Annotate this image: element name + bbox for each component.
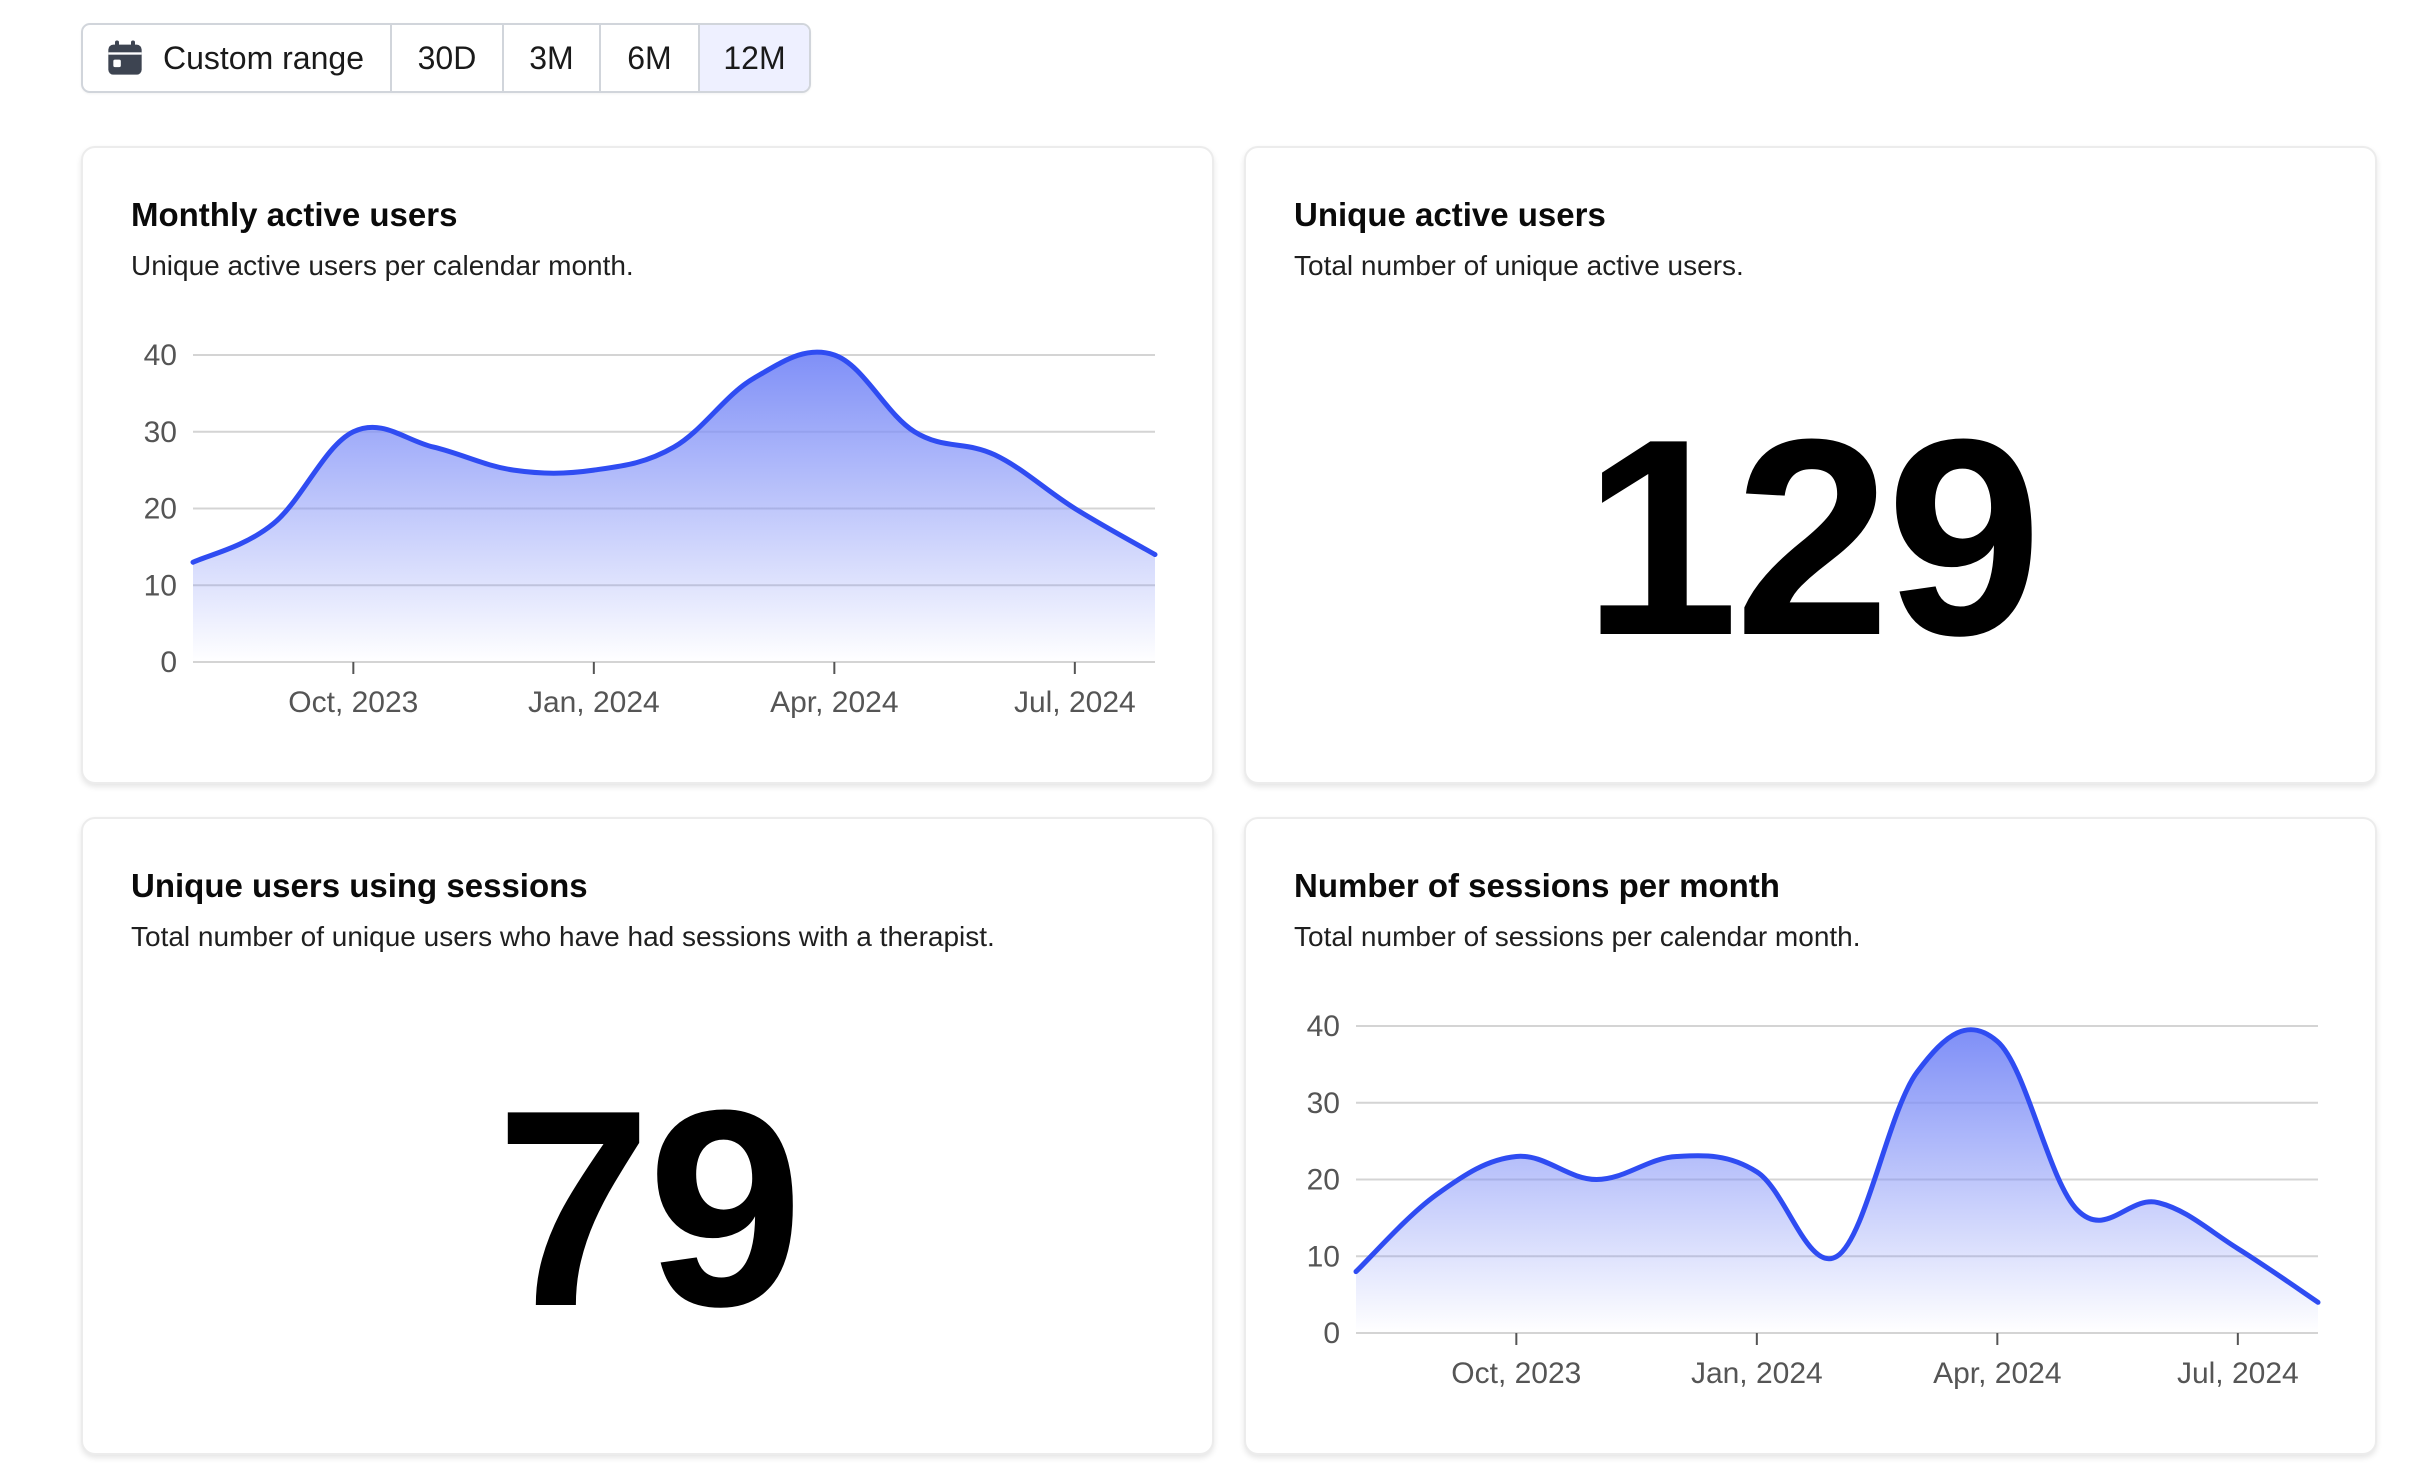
range-3m-button[interactable]: 3M	[504, 25, 601, 91]
x-tick-label: Jan, 2024	[1691, 1357, 1823, 1390]
range-30d-label: 30D	[417, 39, 477, 76]
area-fill	[1356, 1029, 2318, 1333]
range-30d-button[interactable]: 30D	[392, 25, 504, 91]
card-subtitle: Total number of unique active users.	[1294, 250, 1744, 281]
x-tick-label: Jul, 2024	[2177, 1357, 2299, 1390]
x-tick-label: Apr, 2024	[1933, 1357, 2061, 1390]
card-title: Monthly active users	[131, 196, 458, 233]
y-tick-label: 0	[1323, 1317, 1340, 1350]
sessions-per-month-card: Number of sessions per month Total numbe…	[1244, 817, 2377, 1455]
y-tick-label: 10	[1307, 1240, 1340, 1273]
card-title: Number of sessions per month	[1294, 867, 1780, 904]
range-12m-button[interactable]: 12M	[699, 25, 809, 91]
monthly-active-users-chart: 0 10 20 30 40 Oct, 2023 Jan, 2024 Apr, 2024 Jul,…	[144, 339, 1158, 719]
custom-range-button[interactable]: Custom range	[83, 25, 392, 91]
range-6m-label: 6M	[627, 39, 672, 76]
calendar-icon	[108, 40, 142, 75]
card-title: Unique active users	[1294, 196, 1606, 233]
unique-users-sessions-value: 79	[495, 1053, 803, 1365]
range-6m-button[interactable]: 6M	[601, 25, 700, 91]
y-tick-label: 0	[160, 646, 177, 679]
unique-active-users-card: Unique active users Total number of uniq…	[1244, 146, 2377, 784]
x-tick-label: Oct, 2023	[288, 686, 418, 719]
x-tick-label: Jul, 2024	[1014, 686, 1136, 719]
range-12m-label: 12M	[723, 39, 786, 76]
y-tick-label: 40	[1307, 1010, 1340, 1043]
y-tick-label: 20	[1307, 1164, 1340, 1197]
x-tick-label: Jan, 2024	[528, 686, 660, 719]
x-tick-label: Apr, 2024	[770, 686, 898, 719]
monthly-active-users-card: Monthly active users Unique active users…	[81, 146, 1214, 784]
date-range-selector: Custom range 30D 3M 6M 12M	[81, 23, 811, 93]
y-tick-label: 20	[144, 493, 177, 526]
series-line	[190, 349, 1158, 565]
area-fill	[193, 352, 1155, 662]
unique-users-sessions-card: Unique users using sessions Total number…	[81, 817, 1214, 1455]
sessions-per-month-chart: 0 10 20 30 40 Oct, 2023 Jan, 2024 Apr, 2024 Jul,…	[1307, 1010, 2321, 1390]
card-title: Unique users using sessions	[131, 867, 588, 904]
y-tick-label: 40	[144, 339, 177, 372]
card-subtitle: Total number of sessions per calendar mo…	[1294, 921, 1861, 952]
unique-active-users-value: 129	[1582, 382, 2042, 694]
y-tick-label: 30	[144, 416, 177, 449]
card-subtitle: Unique active users per calendar month.	[131, 250, 634, 281]
custom-range-label: Custom range	[163, 39, 364, 76]
range-3m-label: 3M	[529, 39, 574, 76]
series-line	[1353, 1027, 2321, 1305]
x-tick-label: Oct, 2023	[1451, 1357, 1581, 1390]
card-subtitle: Total number of unique users who have ha…	[131, 921, 995, 952]
y-tick-label: 30	[1307, 1087, 1340, 1120]
y-tick-label: 10	[144, 569, 177, 602]
